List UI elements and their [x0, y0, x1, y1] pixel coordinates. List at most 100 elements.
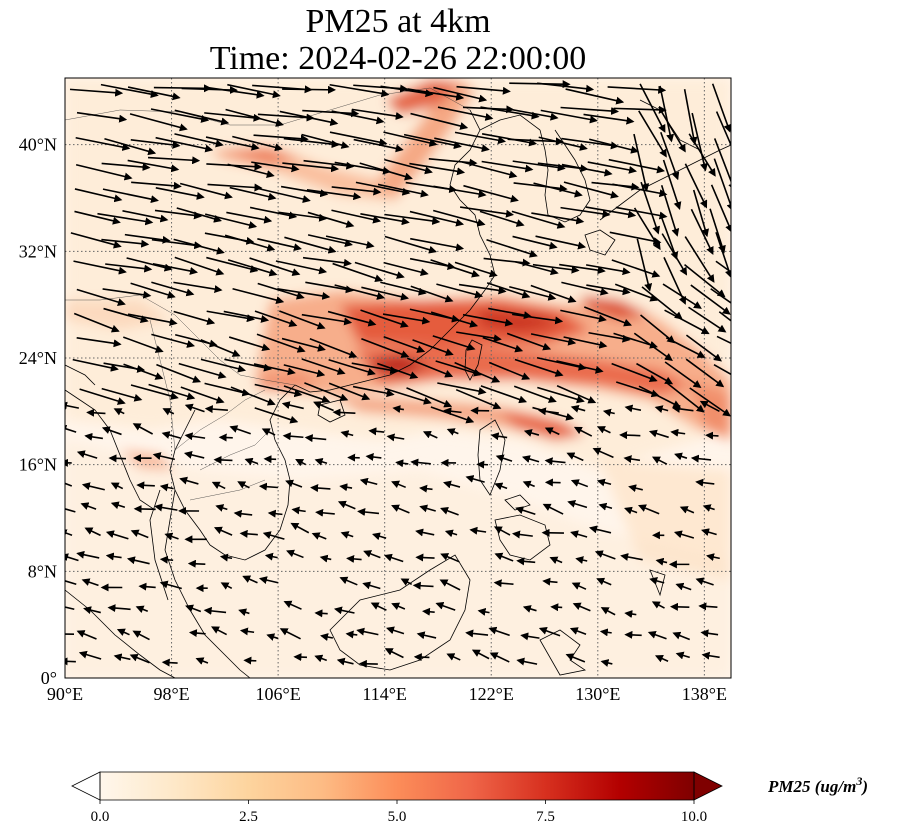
wind-arrow — [215, 504, 228, 512]
lon-tick-label: 98°E — [153, 684, 189, 704]
wind-arrow — [65, 553, 79, 562]
lon-tick-label: 130°E — [575, 684, 620, 704]
map-title: PM25 at 4km — [305, 3, 491, 40]
wind-arrow — [244, 457, 259, 466]
lat-tick-label: 32°N — [19, 241, 57, 261]
wind-arrow — [637, 504, 660, 515]
lon-tick-label: 90°E — [47, 684, 83, 704]
wind-arrow — [706, 553, 720, 562]
wind-arrow — [206, 256, 259, 273]
wind-arrow — [286, 549, 304, 559]
wind-arrow — [665, 337, 706, 358]
wind-arrow — [460, 206, 515, 218]
wind-arrow — [664, 309, 710, 335]
wind-arrow — [684, 163, 708, 209]
wind-arrow — [224, 234, 276, 252]
wind-arrow — [310, 484, 331, 493]
wind-arrow — [692, 189, 709, 238]
wind-arrow — [154, 209, 203, 220]
wind-arrow — [254, 310, 298, 327]
colorbar: 0.0 2.5 5.0 7.5 10.0 PM25 (ug/m3) — [71, 771, 868, 825]
wind-arrow — [156, 363, 202, 383]
wind-arrow — [383, 553, 404, 563]
wind-arrow — [640, 181, 660, 235]
wind-arrow — [570, 404, 586, 413]
wind-arrow — [314, 457, 328, 466]
wind-arrow — [102, 188, 159, 204]
wind-arrow — [406, 357, 454, 378]
wind-arrow — [567, 499, 588, 509]
wind-arrow — [283, 385, 331, 404]
wind-arrow — [432, 335, 476, 351]
wind-arrow — [102, 288, 152, 299]
wind-arrow — [514, 260, 559, 276]
wind-arrow — [174, 256, 225, 276]
lat-tick-label: 24°N — [19, 348, 57, 368]
wind-arrow — [315, 508, 335, 517]
wind-arrow — [81, 482, 105, 491]
wind-arrow — [283, 600, 302, 610]
wind-arrow — [74, 188, 123, 203]
wind-arrow — [542, 503, 564, 515]
wind-arrow — [74, 210, 121, 225]
wind-arrow — [233, 509, 253, 518]
wind-arrow — [516, 557, 536, 566]
wind-arrow — [419, 504, 436, 513]
wind-arrow — [469, 526, 487, 535]
wind-arrow — [454, 261, 498, 278]
wind-arrow — [636, 238, 653, 292]
wind-arrow — [152, 452, 176, 461]
wind-arrow — [455, 388, 502, 410]
wind-arrow — [275, 260, 328, 275]
wind-arrow — [302, 256, 352, 267]
wind-arrow — [227, 163, 275, 178]
wind-arrow — [65, 482, 73, 487]
wind-arrow — [383, 335, 426, 353]
wind-arrow — [391, 504, 410, 514]
wind-arrow — [575, 556, 588, 564]
wind-arrow — [332, 262, 384, 283]
wind-arrow — [151, 333, 196, 348]
wind-arrow — [136, 481, 155, 490]
wind-vectors — [65, 80, 731, 668]
wind-arrow — [690, 208, 714, 255]
wind-arrow — [84, 527, 101, 537]
wind-arrow — [523, 429, 540, 437]
wind-arrow — [257, 238, 302, 252]
wind-arrow — [304, 434, 327, 443]
wind-arrow — [328, 382, 371, 401]
wind-arrow — [638, 385, 682, 408]
wind-arrow — [691, 112, 708, 172]
wind-arrow — [205, 136, 260, 151]
wind-arrow — [188, 629, 206, 638]
wind-arrow — [433, 185, 487, 198]
wind-arrow — [107, 604, 131, 613]
wind-arrow — [333, 606, 355, 615]
wind-arrow — [512, 313, 564, 325]
wind-arrow — [279, 310, 326, 330]
wind-arrow — [437, 382, 487, 396]
wind-arrow — [391, 480, 406, 489]
wind-arrow — [711, 83, 731, 133]
wind-arrow — [589, 138, 639, 154]
wind-arrow — [359, 477, 378, 486]
wind-arrow — [638, 110, 667, 158]
wind-arrow — [701, 528, 717, 536]
wind-arrow — [346, 554, 362, 563]
wind-arrow — [380, 281, 427, 296]
wind-arrow — [465, 475, 485, 483]
wind-arrow — [351, 108, 404, 120]
wind-arrow — [302, 109, 360, 118]
wind-arrow — [659, 214, 679, 261]
wind-arrow — [253, 363, 296, 376]
wind-arrow — [76, 337, 122, 348]
wind-arrow — [239, 529, 258, 538]
wind-arrow — [152, 262, 199, 275]
wind-arrow — [599, 628, 612, 637]
wind-arrow — [486, 238, 538, 258]
wind-arrow — [544, 427, 560, 436]
wind-arrow — [138, 582, 156, 591]
wind-arrow — [73, 312, 120, 333]
wind-arrow — [257, 282, 305, 300]
wind-arrow — [549, 556, 563, 564]
